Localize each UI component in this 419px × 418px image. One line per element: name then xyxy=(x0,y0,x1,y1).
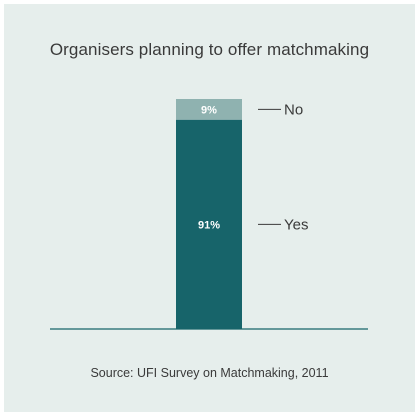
data-label-yes: 91% xyxy=(198,219,220,231)
bar-segment-yes xyxy=(176,119,242,329)
legend-label-no: No xyxy=(284,101,303,118)
data-label-no: 9% xyxy=(201,104,217,116)
bar-group: 91% Yes 9% No xyxy=(176,99,308,329)
bar-segment-no xyxy=(176,99,242,120)
source-note: Source: UFI Survey on Matchmaking, 2011 xyxy=(90,366,329,380)
legend-label-yes: Yes xyxy=(284,216,308,233)
chart-title: Organisers planning to offer matchmaking xyxy=(49,40,370,59)
